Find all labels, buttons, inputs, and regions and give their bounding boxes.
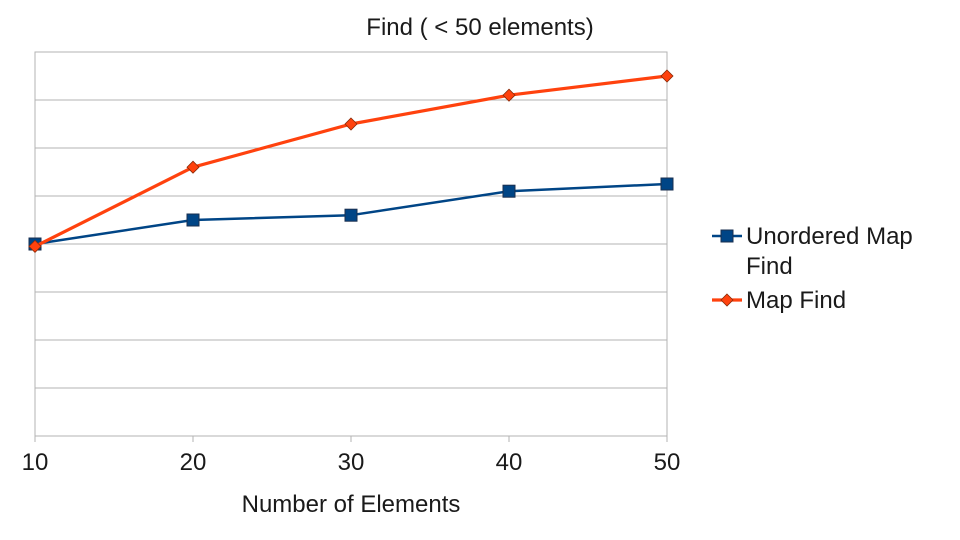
series-layer <box>28 69 674 253</box>
legend-label: Unordered Map Find <box>746 223 913 280</box>
data-point <box>502 184 516 198</box>
x-tick-label: 20 <box>180 449 207 476</box>
legend-marker <box>720 293 734 307</box>
data-point <box>502 88 516 102</box>
gridlines <box>34 51 668 437</box>
series-unordered-map-find <box>28 177 674 251</box>
x-tick-label: 40 <box>496 449 523 476</box>
legend-label-line: Unordered Map <box>746 223 913 250</box>
legend-label: Map Find <box>746 287 846 314</box>
legend-label-line: Find <box>746 253 793 280</box>
data-point <box>344 208 358 222</box>
legend-item: Unordered Map Find <box>712 223 913 280</box>
data-point <box>186 213 200 227</box>
x-axis-label: Number of Elements <box>242 491 461 518</box>
data-point <box>28 239 42 253</box>
data-point <box>186 160 200 174</box>
x-axis-ticks: 10 20 30 40 50 <box>22 436 681 476</box>
data-point <box>344 117 358 131</box>
chart-title: Find ( < 50 elements) <box>366 14 593 41</box>
legend-item: Map Find <box>712 287 846 314</box>
series-map-find <box>28 69 674 253</box>
x-tick-label: 50 <box>654 449 681 476</box>
legend-marker <box>720 229 734 243</box>
legend-label-line: Map Find <box>746 287 846 314</box>
x-tick-label: 10 <box>22 449 49 476</box>
x-tick-label: 30 <box>338 449 365 476</box>
data-point <box>660 177 674 191</box>
legend: Unordered Map Find Map Find <box>712 223 913 314</box>
data-point <box>660 69 674 83</box>
